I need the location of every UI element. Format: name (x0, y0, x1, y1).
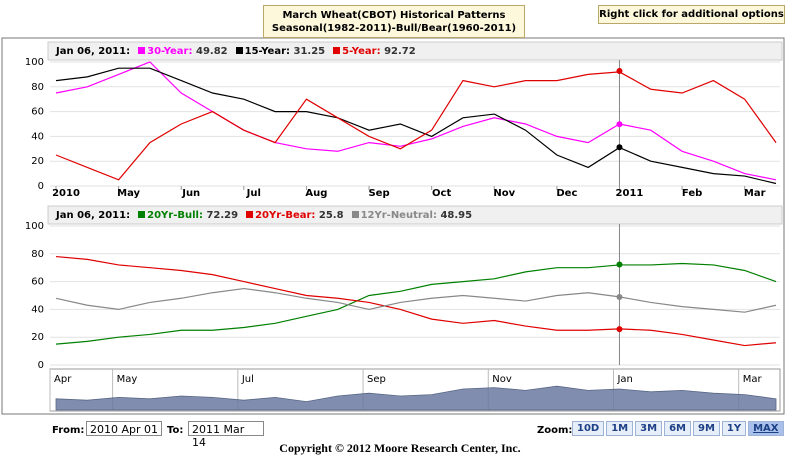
y-tick-label: 0 (38, 360, 44, 371)
subtitle: Seasonal(1982-2011)-Bull/Bear(1960-2011) (271, 23, 517, 34)
zoom-label: Zoom: (537, 425, 573, 436)
zoom-button[interactable]: 1M (606, 421, 634, 436)
x-tick-label: Jul (246, 188, 261, 199)
series-line (55, 67, 777, 185)
legend-swatch (138, 47, 146, 54)
y-tick-label: 60 (31, 277, 44, 288)
x-tick-label: Nov (492, 374, 512, 385)
x-tick-label: Jul (241, 374, 254, 385)
series-line (55, 255, 777, 347)
x-tick-label: 2011 (616, 188, 644, 199)
title-box: March Wheat(CBOT) Historical Patterns Se… (263, 5, 525, 38)
legend-swatch (235, 47, 243, 54)
legend-name: 30-Year (147, 46, 196, 57)
y-tick-label: 100 (25, 57, 44, 68)
x-tick-label: Sep (368, 188, 389, 199)
readout: Jan 06, 2011: 20Yr-Bull72.29 20Yr-Bear25.8… (56, 210, 472, 221)
x-tick-label: May (117, 188, 140, 199)
zoom-button[interactable]: MAX (748, 421, 784, 436)
hint[interactable]: Right click for additional options (598, 5, 785, 24)
y-tick-label: 40 (31, 304, 44, 315)
readout-value: 31.25 (293, 46, 326, 57)
x-tick-label: Apr (54, 374, 72, 385)
readout-value: 48.95 (440, 210, 473, 221)
readout-value: 92.72 (384, 46, 416, 57)
legend-swatch (351, 211, 359, 218)
readout-value: 72.29 (206, 210, 239, 221)
footer: Copyright © 2012 Moore Research Center, … (279, 441, 521, 455)
legend-name: 12Yr-Neutral (361, 210, 441, 221)
legend-swatch (246, 211, 254, 218)
y-tick-label: 0 (38, 181, 44, 192)
from-label: From: (52, 425, 85, 436)
readout-bar (47, 205, 783, 225)
x-tick-label: Mar (744, 188, 766, 199)
x-tick-label: Dec (556, 188, 577, 199)
from-input[interactable]: 2010 Apr 01 (86, 421, 162, 436)
readout-value: 25.8 (318, 210, 344, 221)
y-tick-label: 100 (25, 221, 44, 232)
legend-swatch (138, 211, 146, 218)
y-tick-label: 40 (31, 131, 44, 142)
legend-name: 20Yr-Bear (255, 210, 319, 221)
zoom-button[interactable]: 9M (692, 421, 720, 436)
x-tick-label: Mar (743, 374, 763, 385)
to-label: To: (167, 425, 184, 436)
y-tick-label: 80 (31, 82, 44, 93)
zoom-buttons: 10D 1M 3M 6M 9M 1Y MAX (572, 421, 786, 436)
y-tick-label: 80 (31, 249, 44, 260)
x-tick-label: Jan (616, 374, 632, 385)
y-tick-label: 60 (31, 107, 44, 118)
series-line (55, 287, 777, 313)
series-line (55, 61, 777, 181)
x-tick-label: Sep (367, 374, 386, 385)
x-tick-label: Jun (181, 188, 200, 199)
x-tick-label: May (117, 374, 138, 385)
zoom-button[interactable]: 10D (572, 421, 605, 436)
readout-dot (616, 261, 623, 268)
legend-name: 5-Year (342, 46, 384, 57)
x-tick-label: Aug (305, 188, 327, 199)
zoom-button[interactable]: 3M (635, 421, 663, 436)
readout-dot (616, 144, 623, 151)
series-line (55, 262, 777, 345)
readout-date: Jan 06, 2011: (56, 46, 131, 57)
to-input[interactable]: 2011 Mar 14 (188, 421, 264, 449)
title: March Wheat(CBOT) Historical Patterns (282, 10, 506, 21)
legend-name: 20Yr-Bull (147, 210, 206, 221)
readout-value: 49.82 (195, 46, 228, 57)
legend-name: 15-Year (245, 46, 294, 57)
readout-date: Jan 06, 2011: (56, 210, 131, 221)
nav-area (55, 385, 777, 411)
readout-dot (616, 293, 623, 300)
series-line (55, 71, 777, 181)
readout: Jan 06, 2011: 30-Year49.82 15-Year31.25 5-Y… (56, 46, 416, 57)
y-tick-label: 20 (31, 332, 44, 343)
readout-dot (616, 121, 623, 128)
x-tick-label: Feb (682, 188, 702, 199)
readout-dot (616, 326, 623, 333)
x-tick-label: Oct (432, 188, 451, 199)
x-tick-label: Nov (493, 188, 515, 199)
zoom-button[interactable]: 1Y (721, 421, 747, 436)
y-tick-label: 20 (31, 156, 44, 167)
legend-swatch (333, 47, 341, 54)
readout-dot (616, 68, 623, 75)
zoom-button[interactable]: 6M (664, 421, 691, 436)
x-tick-label: 2010 (52, 188, 80, 199)
readout-bar (47, 41, 783, 61)
